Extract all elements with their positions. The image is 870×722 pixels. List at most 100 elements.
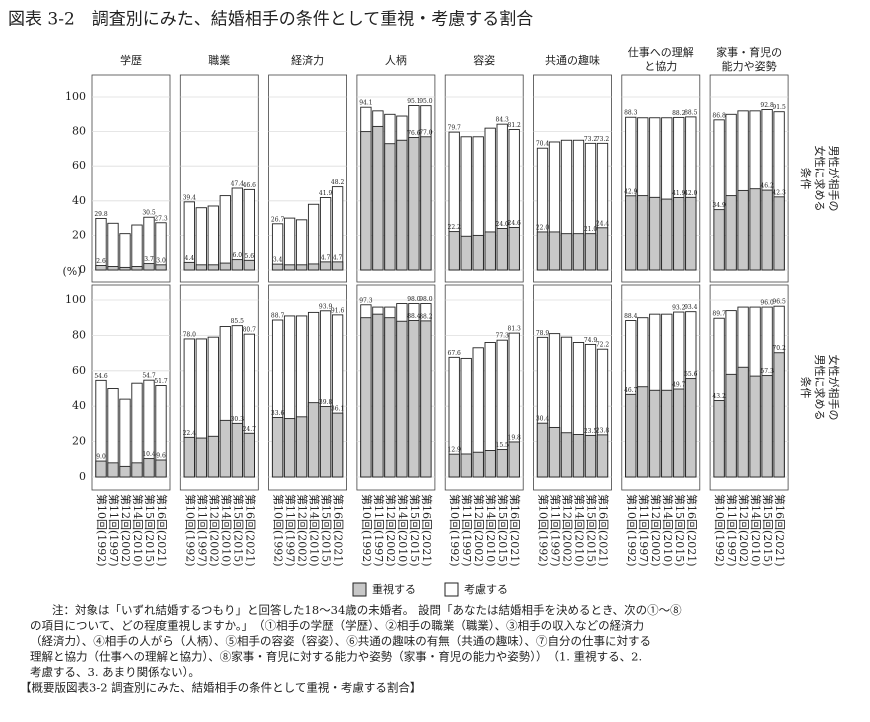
x-tick-label: 第11回(1997) [637, 494, 651, 567]
emphasized-label: 49.7 [672, 382, 686, 389]
emphasized-label: 88.4 [407, 313, 421, 320]
total-label: 97.3 [359, 297, 373, 304]
x-tick-label: 第10回(1992) [713, 494, 727, 567]
x-tick-label: 第15回(2015) [143, 494, 157, 567]
total-label: 88.3 [624, 110, 638, 117]
total-bar [219, 195, 231, 271]
x-tick-label: 第16回(2021) [597, 494, 611, 567]
total-bar [283, 217, 296, 271]
emphasized-bar [596, 434, 609, 478]
y-tick-label: 60 [72, 364, 86, 377]
emphasized-bar [761, 189, 773, 271]
emphasized-bar [396, 139, 408, 271]
total-label: 39.4 [183, 194, 197, 201]
facet-header: 経済力 [291, 53, 324, 67]
emphasized-bar [95, 265, 107, 271]
total-label: 93.4 [684, 304, 698, 311]
x-tick-label: 第14回(2010) [308, 494, 322, 567]
total-bar [107, 222, 119, 271]
y-tick-label: 20 [72, 435, 86, 448]
emphasized-bar [673, 388, 685, 478]
total-label: 47.4 [231, 180, 245, 187]
x-tick-label: 第15回(2015) [320, 494, 334, 567]
emphasized-bar [295, 264, 308, 271]
emphasized-bar [319, 261, 332, 271]
total-label: 78.9 [536, 330, 550, 337]
total-bar [119, 398, 131, 478]
emphasized-bar [460, 453, 472, 478]
row-label: 条件 [799, 168, 813, 190]
emphasized-bar [749, 188, 761, 271]
facet-header: 仕事への理解 [628, 45, 694, 59]
note: 【概要版図表3-2 調査別にみた、結婚相手の条件として重視・考慮する割合】 [20, 681, 421, 695]
emphasized-bar [372, 313, 384, 478]
emphasized-bar [713, 400, 725, 478]
total-label: 73.2 [584, 136, 598, 143]
y-tick-label: 20 [72, 228, 86, 241]
emphasized-bar [661, 389, 673, 478]
x-tick-label: 第11回(1997) [549, 494, 563, 567]
total-label: 86.8 [712, 112, 726, 119]
emphasized-bar [625, 393, 637, 478]
total-label: 81.3 [508, 326, 522, 333]
emphasized-bar [360, 317, 372, 478]
y-tick-label: 80 [72, 125, 86, 138]
emphasized-label: 9.6 [156, 453, 166, 460]
emphasized-label: 5.6 [245, 253, 255, 260]
total-label: 91.5 [772, 104, 786, 111]
x-tick-label: 第16回(2021) [243, 494, 257, 567]
total-label: 54.6 [94, 373, 108, 380]
emphasized-bar [448, 453, 460, 478]
emphasized-label: 57.3 [760, 368, 774, 375]
emphasized-label: 33.6 [271, 410, 285, 417]
facet-header: 能力や姿勢 [722, 59, 777, 73]
emphasized-bar [761, 375, 773, 478]
emphasized-bar [283, 418, 296, 478]
total-label: 98.0 [419, 296, 433, 303]
emphasized-label: 42.3 [772, 189, 786, 196]
row-label: 男性に求める [813, 355, 827, 421]
x-tick-label: 第12回(2002) [472, 494, 486, 567]
emphasized-label: 34.9 [712, 202, 726, 209]
facet-header: 家事・育児の [716, 45, 782, 59]
total-label: 88.4 [624, 313, 638, 320]
total-label: 98.0 [407, 296, 421, 303]
emphasized-bar [396, 320, 408, 478]
emphasized-bar [584, 434, 597, 478]
emphasized-bar [384, 143, 396, 271]
emphasized-bar [231, 422, 243, 478]
y-tick-label: 40 [72, 194, 86, 207]
emphasized-bar [195, 264, 207, 271]
emphasized-bar [384, 317, 396, 478]
emphasized-label: 24.7 [243, 426, 257, 433]
total-label: 93.2 [672, 305, 686, 312]
x-tick-label: 第15回(2015) [585, 494, 599, 567]
total-label: 81.2 [508, 122, 522, 129]
total-label: 72.2 [596, 342, 610, 349]
emphasized-bar [420, 136, 432, 271]
x-tick-label: 第16回(2021) [420, 494, 434, 567]
total-label: 48.2 [331, 179, 345, 186]
emphasized-bar [195, 437, 207, 478]
total-label: 95.0 [419, 98, 433, 105]
emphasized-bar [119, 266, 131, 271]
emphasized-label: 46.7 [624, 387, 638, 394]
emphasized-label: 23.5 [584, 428, 598, 435]
emphasized-bar [219, 262, 231, 271]
total-label: 95.1 [407, 98, 420, 105]
emphasized-bar [637, 386, 649, 478]
emphasized-label: 6.0 [233, 252, 243, 259]
emphasized-bar [283, 264, 296, 271]
x-tick-label: 第15回(2015) [761, 494, 775, 567]
x-tick-label: 第16回(2021) [773, 494, 787, 567]
emphasized-label: 24.0 [496, 221, 510, 228]
emphasized-bar [307, 402, 320, 478]
x-tick-label: 第11回(1997) [284, 494, 298, 567]
emphasized-bar [560, 432, 573, 478]
emphasized-bar [596, 227, 609, 271]
x-tick-label: 第16回(2021) [155, 494, 169, 567]
x-tick-label: 第14回(2010) [749, 494, 763, 567]
emphasized-bar [183, 436, 195, 478]
x-tick-label: 第12回(2002) [649, 494, 663, 567]
emphasized-bar [331, 412, 344, 478]
